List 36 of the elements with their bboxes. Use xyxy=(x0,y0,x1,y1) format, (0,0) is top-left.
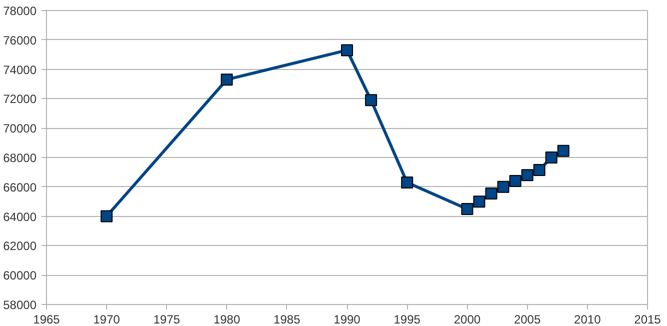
point xyxy=(365,94,378,106)
point xyxy=(461,202,474,215)
point xyxy=(473,196,486,208)
point xyxy=(521,169,534,182)
x-tick-label: 2005 xyxy=(514,312,541,326)
x-tick-label: 1990 xyxy=(334,312,361,326)
y-tick-label: 66000 xyxy=(3,180,37,194)
x-tick-label: 2010 xyxy=(574,312,602,326)
x-tick-label: 1980 xyxy=(213,312,240,326)
y-tick-label: 78000 xyxy=(3,4,37,18)
y-tick-label: 70000 xyxy=(3,122,37,136)
x-tick-label: 1995 xyxy=(394,312,421,326)
point xyxy=(220,74,233,86)
y-tick-label: 68000 xyxy=(3,151,37,165)
point xyxy=(497,180,510,193)
y-tick-label: 64000 xyxy=(3,210,37,224)
y-tick-label: 60000 xyxy=(3,268,37,283)
point xyxy=(401,176,414,188)
point xyxy=(509,175,522,188)
x-tick-label: 1965 xyxy=(33,312,60,326)
point xyxy=(485,188,498,200)
point xyxy=(533,164,546,176)
x-tick-label: 1985 xyxy=(274,312,301,326)
point xyxy=(557,144,570,157)
point xyxy=(100,210,113,222)
y-tick-label: 74000 xyxy=(3,62,37,77)
y-tick-label: 72000 xyxy=(3,92,37,106)
x-tick-label: 2015 xyxy=(634,312,662,326)
point xyxy=(341,44,353,56)
x-tick-label: 2000 xyxy=(454,312,481,326)
x-tick-label: 1970 xyxy=(93,312,120,326)
point xyxy=(545,152,558,164)
y-tick-label: 62000 xyxy=(3,239,37,254)
x-tick-label: 1975 xyxy=(153,312,180,326)
y-tick-label: 76000 xyxy=(3,33,37,48)
y-tick-label: 58000 xyxy=(3,298,37,312)
